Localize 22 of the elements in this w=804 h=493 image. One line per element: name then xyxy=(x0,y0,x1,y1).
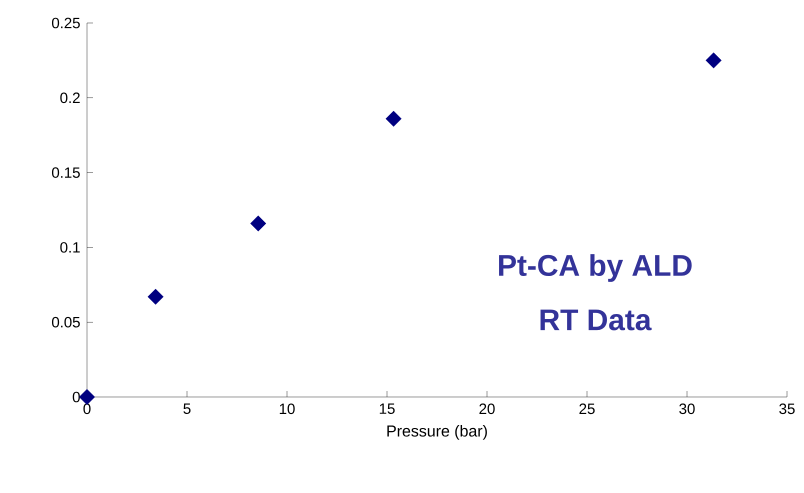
x-axis-title: Pressure (bar) xyxy=(387,424,487,440)
y-tick-label: 0.05 xyxy=(52,316,80,328)
point xyxy=(706,52,722,68)
point xyxy=(250,215,266,232)
x-tick-label: 35 xyxy=(779,404,795,414)
x-tick-label: 20 xyxy=(479,404,495,414)
x-tick-label: 5 xyxy=(183,404,191,414)
x-tick-label: 0 xyxy=(83,404,91,414)
x-tick-label: 10 xyxy=(280,404,295,414)
y-tick-label: 0 xyxy=(72,392,80,402)
y-tick-label: 0.25 xyxy=(52,18,80,28)
y-tick-label: 0.15 xyxy=(52,167,80,178)
y-tick-label: 0.2 xyxy=(60,92,80,104)
y-tick-label: 0.1 xyxy=(60,242,80,253)
point xyxy=(386,110,402,127)
x-tick-label: 25 xyxy=(579,404,595,414)
point xyxy=(79,389,95,405)
annotation: RT Data xyxy=(540,310,652,330)
x-tick-label: 30 xyxy=(679,404,695,414)
annotation: Pt-CA by ALD xyxy=(499,254,692,282)
point xyxy=(148,288,164,305)
x-tick-label: 15 xyxy=(380,404,395,414)
